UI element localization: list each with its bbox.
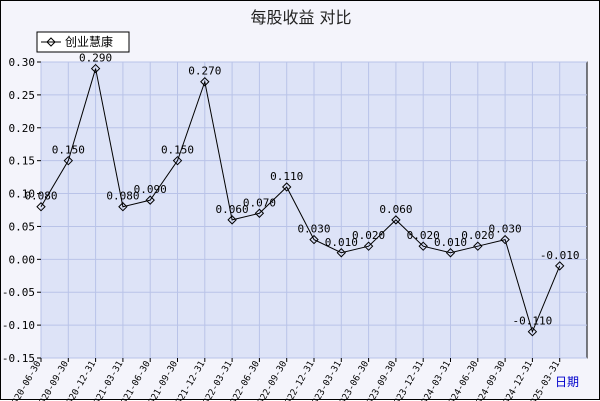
y-tick-label: 0.05 [9, 220, 36, 233]
data-label: -0.110 [513, 315, 553, 328]
y-tick-label: 0.20 [9, 122, 36, 135]
data-label: 0.020 [352, 229, 385, 242]
data-label: 0.060 [379, 203, 412, 216]
y-tick-label: 0.25 [9, 89, 36, 102]
y-tick-label: -0.05 [2, 286, 35, 299]
x-tick-label: 2020-06-30 [8, 360, 44, 401]
x-axis: 2020-06-302020-09-302020-12-312021-03-31… [8, 358, 562, 401]
y-axis: 0.300.250.200.150.100.050.00-0.05-0.10-0… [2, 56, 41, 365]
data-label: 0.070 [243, 196, 276, 209]
data-label: 0.080 [24, 190, 57, 203]
legend[interactable]: 创业慧康 [37, 32, 129, 52]
data-label: 0.090 [134, 183, 167, 196]
grid-lines [41, 62, 587, 358]
y-tick-label: -0.15 [2, 352, 35, 365]
chart-title: 每股收益 对比 [250, 8, 351, 27]
x-axis-label: 日期 [555, 375, 579, 389]
y-tick-label: -0.10 [2, 319, 35, 332]
data-label: 0.030 [489, 223, 522, 236]
y-tick-label: 0.30 [9, 56, 36, 69]
legend-label: 创业慧康 [65, 34, 113, 49]
y-tick-label: 0.15 [9, 155, 36, 168]
y-tick-label: 0.00 [9, 253, 36, 266]
data-label: 0.110 [270, 170, 303, 183]
data-label: 0.270 [188, 65, 221, 78]
data-label: 0.030 [297, 223, 330, 236]
data-label: -0.010 [540, 249, 580, 262]
data-label: 0.150 [52, 144, 85, 157]
data-label: 0.150 [161, 144, 194, 157]
data-label: 0.290 [79, 52, 112, 65]
